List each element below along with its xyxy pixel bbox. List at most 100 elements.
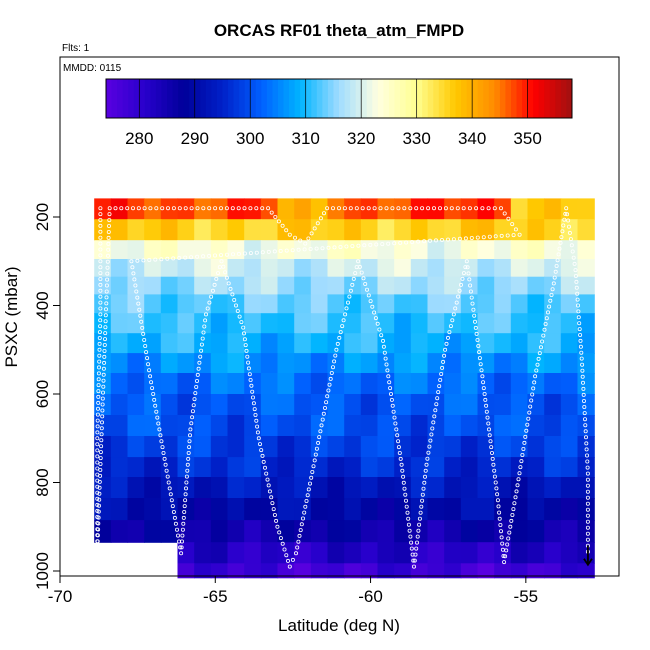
heatmap-cell [360,520,379,543]
heatmap-cell [577,276,595,295]
flight-track-point [245,354,250,359]
flight-track-point [435,396,440,401]
x-tick-label: -55 [514,587,539,606]
heatmap-cell [560,457,579,478]
flight-track-point [162,456,167,461]
flight-track-point [391,409,396,414]
flight-track-point [381,344,386,349]
flight-track-point [582,404,587,409]
flight-track-point [149,380,154,385]
heatmap-cell [344,563,362,579]
heatmap-cell [527,373,545,395]
flight-track-point [583,417,588,422]
heatmap-cell [427,415,445,437]
flight-track-point [95,436,100,441]
flight-track-point [511,233,516,238]
flight-track-point [537,351,542,356]
flight-track-point [379,333,384,338]
heatmap-cell [310,563,329,579]
heatmap-cell [94,294,112,314]
heatmap-cell [410,198,429,220]
heatmap-cell [94,313,112,334]
flight-track-point [407,528,412,533]
flight-track-point [266,249,271,254]
flight-track-point [576,315,581,320]
heatmap-cell [427,259,445,278]
flight-track-point [177,255,182,260]
flight-track-point [287,564,292,569]
flight-track-point [130,206,135,211]
flight-track-point [388,391,393,396]
flight-track-point [275,524,280,529]
heatmap-cell [410,457,429,478]
flight-track-point [505,233,510,238]
flight-track-point [585,519,590,524]
colorbar-segment [377,79,384,118]
heatmap-cell [560,353,579,374]
flight-track-point [242,337,247,342]
flight-track-point [96,377,101,382]
flight-track-point [546,310,551,315]
flight-track-point [209,294,214,299]
flight-track-point [541,333,546,338]
colorbar-tick-label: 350 [513,129,541,148]
flight-track-point [141,258,146,263]
flight-track-point [308,246,313,251]
heatmap-cell [327,353,345,374]
flight-track-point [461,206,466,211]
heatmap-cell [444,333,462,354]
heatmap-cell [210,373,229,395]
flight-track-point [199,348,204,353]
heatmap-cell [194,276,212,295]
flight-track-point [321,211,326,216]
heatmap-cell [460,542,479,564]
flight-track-point [174,527,179,532]
flight-track-point [525,422,530,427]
heatmap-cell [377,276,395,295]
heatmap-cell [344,333,362,354]
heatmap-cell [377,477,395,499]
flight-track-point [99,426,104,431]
heatmap-cell [494,498,512,521]
heatmap-cell [377,563,395,579]
heatmap-cell [294,333,312,354]
flight-track-point [409,546,414,551]
colorbar-frame [105,78,573,119]
flight-track-point [450,318,455,323]
heatmap-cell [577,563,595,579]
flight-track-point [581,386,586,391]
heatmap-cell [244,457,262,478]
flight-track-point [315,221,320,226]
heatmap-cell [327,477,345,499]
flight-track-point [392,241,397,246]
heatmap-cell [244,240,262,260]
flight-track-point [159,439,164,444]
flight-track-point [420,206,425,211]
flight-track-point [509,518,514,523]
colorbar-segment [483,79,490,118]
heatmap-cell [577,415,595,437]
flight-track-point [135,295,140,300]
flight-track-point [160,206,165,211]
flight-track-point [101,390,106,395]
flight-track-point [254,250,259,255]
flight-track-point [519,459,524,464]
colorbar-segment [333,79,340,118]
flight-track-point [185,462,190,467]
flight-track-point [491,462,496,467]
flight-track-point [368,299,373,304]
heatmap-cell [277,394,295,416]
heatmap-cell [410,333,429,354]
flight-track-point [183,255,188,260]
flight-track-point [416,528,421,533]
colorbar-segment [228,79,235,118]
heatmap-cell [560,276,579,295]
flight-track-point [531,386,536,391]
flight-track-point [426,450,431,455]
heatmap-cell [510,477,529,499]
flight-track-point [563,211,568,216]
flight-track-point [236,206,241,211]
heatmap-cell [427,198,445,220]
heatmap-cell [527,457,545,478]
flight-track-point [498,206,503,211]
